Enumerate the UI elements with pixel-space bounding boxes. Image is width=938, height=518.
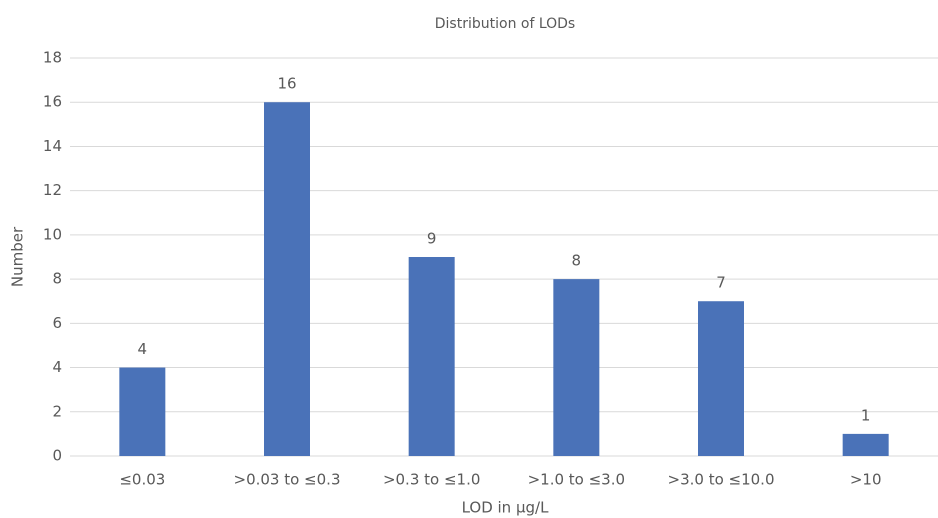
- y-tick-label: 10: [43, 225, 62, 243]
- bar: [408, 257, 455, 456]
- bar: [553, 279, 600, 456]
- bar: [119, 367, 166, 456]
- x-axis-label: LOD in µg/L: [462, 499, 550, 517]
- x-tick-label: >0.03 to ≤0.3: [234, 471, 341, 489]
- y-tick-label: 16: [43, 93, 62, 111]
- bar: [698, 301, 744, 456]
- y-axis-label: Number: [9, 226, 27, 287]
- chart-title: Distribution of LODs: [435, 16, 575, 32]
- x-tick-label: ≤0.03: [119, 471, 165, 489]
- x-tick-label: >10: [850, 471, 882, 489]
- data-label: 8: [572, 252, 582, 270]
- y-tick-label: 12: [43, 181, 62, 199]
- y-tick-label: 14: [43, 137, 62, 155]
- data-label: 1: [861, 406, 871, 424]
- y-tick-label: 2: [52, 402, 62, 420]
- x-tick-label: >1.0 to ≤3.0: [528, 471, 625, 489]
- y-tick-label: 8: [52, 270, 62, 288]
- bar: [842, 433, 889, 456]
- x-tick-label: >0.3 to ≤1.0: [383, 471, 480, 489]
- data-label: 4: [138, 340, 148, 358]
- y-tick-label: 6: [52, 314, 62, 332]
- y-tick-label: 0: [52, 447, 62, 465]
- y-tick-label: 4: [52, 358, 62, 376]
- y-tick-label: 18: [43, 49, 62, 67]
- data-label: 7: [716, 274, 726, 292]
- data-label: 9: [427, 230, 437, 248]
- data-label: 16: [277, 75, 296, 93]
- bar: [264, 102, 310, 456]
- x-tick-label: >3.0 to ≤10.0: [668, 471, 775, 489]
